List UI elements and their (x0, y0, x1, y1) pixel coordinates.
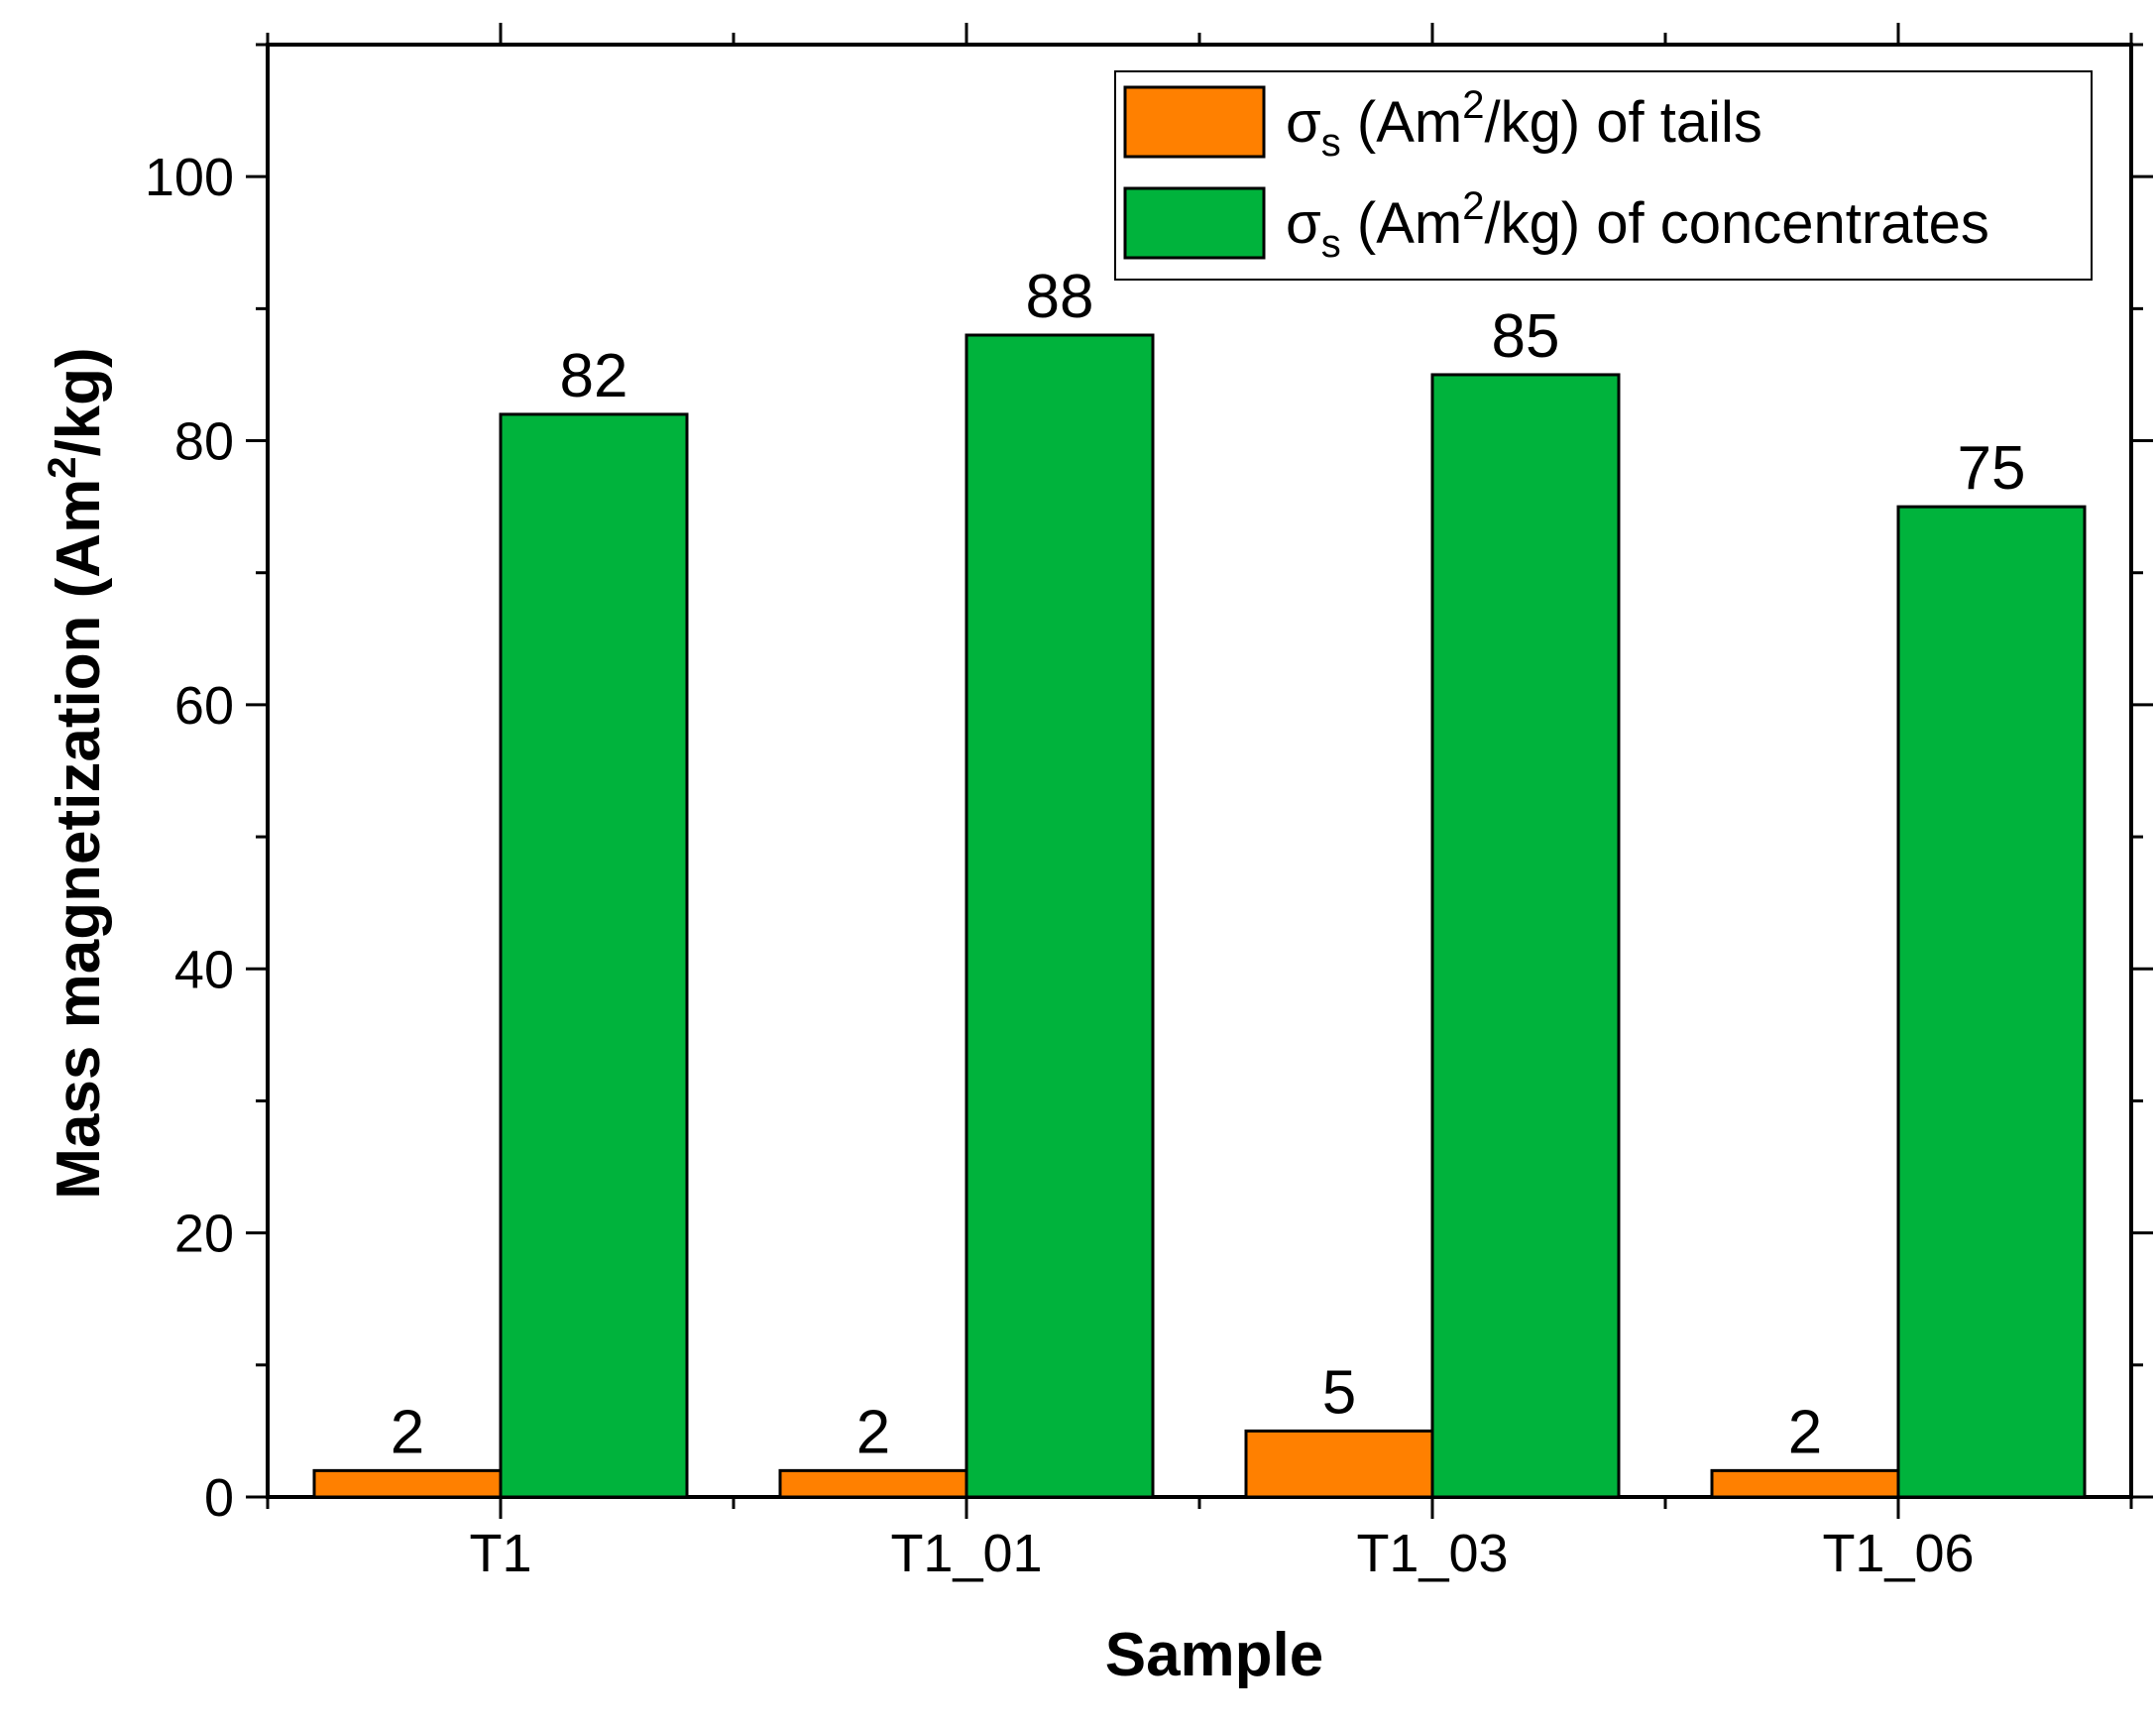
bar-concentrates-T1_06 (1896, 505, 2087, 1499)
bar-concentrates-T1 (499, 412, 689, 1499)
data-label-tails-T1_03: 5 (1322, 1358, 1356, 1427)
bar-tails-T1 (312, 1468, 503, 1499)
legend-label-concentrates: σs (Am2/kg) of concentrates (1286, 184, 1989, 266)
x-axis-title: Sample (1105, 1621, 1324, 1689)
bar-tails-T1_01 (778, 1468, 968, 1499)
bar-tails-T1_03 (1244, 1429, 1434, 1499)
bar-concentrates-T1_01 (965, 333, 1155, 1499)
data-label-concentrates-T1_03: 85 (1492, 302, 1560, 371)
legend-sigma: σ (1286, 191, 1321, 256)
data-label-concentrates-T1_01: 88 (1026, 263, 1094, 331)
legend-superscript: 2 (1462, 83, 1484, 127)
legend-label-tails: σs (Am2/kg) of tails (1286, 83, 1762, 165)
legend-superscript: 2 (1462, 184, 1484, 228)
legend-swatch-concentrates (1123, 186, 1266, 260)
y-axis-title-tail: /kg) (45, 347, 113, 456)
bar-concentrates-T1_03 (1430, 373, 1621, 1499)
legend-subscript: s (1321, 222, 1341, 266)
y-axis-title-main: Mass magnetization (Am (45, 479, 113, 1200)
y-tick-label: 20 (174, 1205, 234, 1264)
legend-swatch-tails (1123, 85, 1266, 159)
x-tick-label-T1_03: T1_03 (1356, 1524, 1508, 1583)
data-label-concentrates-T1: 82 (560, 342, 628, 410)
legend-box (1114, 70, 2093, 281)
legend-subscript: s (1321, 121, 1341, 165)
y-axis-title-sup: 2 (41, 457, 84, 479)
bar-tails-T1_06 (1710, 1468, 1900, 1499)
legend-text-pre: (Am (1341, 90, 1462, 155)
data-label-tails-T1_06: 2 (1788, 1398, 1822, 1466)
x-tick-label-T1_01: T1_01 (890, 1524, 1042, 1583)
legend-text-post: /kg) of tails (1484, 90, 1761, 155)
axis-ticks: 0 20 40 60 80 100 T1 T1_01 T1_03 T1_06 (145, 23, 2153, 1583)
legend-sigma: σ (1286, 90, 1321, 155)
y-axis-title: Mass magnetization (Am2/kg) (41, 347, 113, 1199)
data-label-tails-T1_01: 2 (856, 1398, 890, 1466)
legend-text-post: /kg) of concentrates (1484, 191, 1988, 256)
data-label-tails-T1: 2 (391, 1398, 424, 1466)
y-tick-label: 100 (145, 148, 234, 207)
data-label-concentrates-T1_06: 75 (1958, 434, 2026, 503)
y-tick-label: 40 (174, 940, 234, 999)
legend-text-pre: (Am (1341, 191, 1462, 256)
x-tick-label-T1: T1 (469, 1524, 531, 1583)
x-tick-label-T1_06: T1_06 (1822, 1524, 1974, 1583)
bars (312, 333, 2087, 1499)
y-tick-label: 80 (174, 412, 234, 472)
data-labels: 2 82 2 88 5 85 2 75 (391, 263, 2026, 1466)
y-tick-label: 60 (174, 676, 234, 736)
y-tick-label: 0 (204, 1468, 234, 1528)
